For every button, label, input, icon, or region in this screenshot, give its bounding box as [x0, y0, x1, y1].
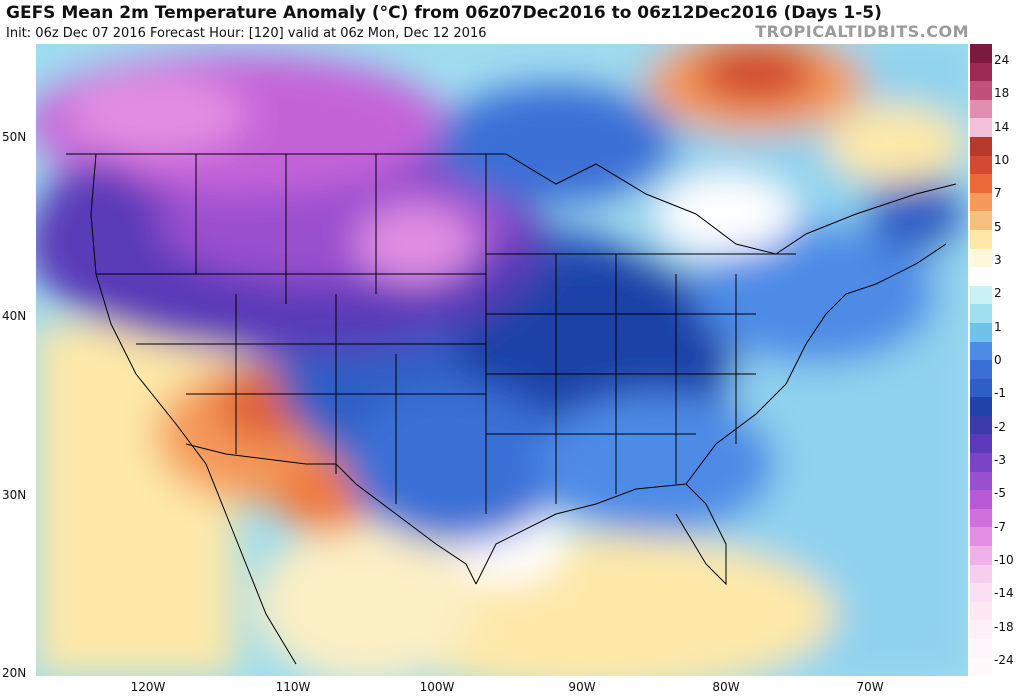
page-title: GEFS Mean 2m Temperature Anomaly (°C) fr…: [6, 3, 882, 23]
colorbar-segment: [970, 397, 992, 416]
colorbar-segment: [970, 192, 992, 212]
colorbar-segment: [970, 155, 992, 175]
colorbar-segment: [970, 639, 992, 658]
colorbar-segment: [970, 285, 992, 305]
subtitle: Init: 06z Dec 07 2016 Forecast Hour: [12…: [6, 26, 487, 41]
colorbar-segment: [970, 583, 992, 602]
lat-label-30n: 30N: [2, 488, 27, 502]
colorbar-labels: 24 18 14 10 7 5 3 2 1 0 -1 -2 -3 -5 -7 -10 -14 -18 -24: [994, 44, 1024, 676]
colorbar-segment: [970, 471, 992, 491]
colorbar-segment: [970, 360, 992, 379]
lon-label-120w: 120W: [130, 680, 166, 694]
colorbar-label: -3: [994, 453, 1006, 467]
colorbar-segment: [970, 434, 992, 454]
lon-label-90w: 90W: [568, 680, 596, 694]
colorbar-segment: [970, 118, 992, 137]
lon-label-100w: 100W: [419, 680, 455, 694]
colorbar-segment: [970, 490, 992, 509]
colorbar-label: -18: [994, 619, 1014, 634]
colorbar-segment: [970, 99, 992, 119]
colorbar-label: -7: [994, 519, 1006, 534]
colorbar-label: 5: [994, 219, 1002, 234]
colorbar-segment: [970, 601, 992, 621]
colorbar-label: 2: [994, 286, 1002, 301]
colorbar-label: -2: [994, 419, 1006, 434]
colorbar-segment: [970, 44, 992, 63]
brand-logo: TROPICALTIDBITS.COM: [755, 22, 969, 41]
colorbar-segment: [970, 81, 992, 100]
colorbar: [970, 44, 992, 677]
colorbar-segment: [970, 564, 992, 584]
colorbar-label: -14: [994, 586, 1014, 601]
colorbar-segment: [970, 174, 992, 193]
colorbar-segment: [970, 620, 992, 639]
colorbar-label: 7: [994, 186, 1002, 201]
colorbar-segment: [970, 304, 992, 323]
colorbar-label: 10: [994, 153, 1010, 167]
colorbar-label: 24: [994, 53, 1010, 67]
header: GEFS Mean 2m Temperature Anomaly (°C) fr…: [0, 0, 1024, 44]
colorbar-segment: [970, 62, 992, 82]
lat-label-50n: 50N: [2, 130, 27, 144]
colorbar-segment: [970, 508, 992, 528]
colorbar-label: 0: [994, 353, 1002, 367]
colorbar-segment: [970, 657, 992, 677]
colorbar-segment: [970, 378, 992, 398]
boundaries: [66, 153, 957, 665]
colorbar-label: -5: [994, 486, 1006, 501]
colorbar-segment: [970, 229, 992, 249]
colorbar-segment: [970, 341, 992, 361]
colorbar-segment: [970, 136, 992, 156]
colorbar-label: 3: [994, 253, 1002, 267]
colorbar-label: 14: [994, 119, 1010, 134]
colorbar-label: -10: [994, 553, 1014, 567]
colorbar-label: 1: [994, 319, 1002, 334]
colorbar-segment: [970, 267, 992, 286]
lat-label-20n: 20N: [2, 666, 27, 680]
lon-label-80w: 80W: [712, 680, 740, 694]
lon-label-70w: 70W: [856, 680, 884, 694]
anomaly-field: [36, 44, 968, 676]
lon-label-110w: 110W: [275, 680, 311, 694]
colorbar-segment: [970, 248, 992, 268]
colorbar-label: -24: [994, 653, 1014, 667]
colorbar-label: -1: [994, 386, 1006, 401]
colorbar-segment: [970, 211, 992, 230]
colorbar-segment: [970, 527, 992, 547]
lat-label-40n: 40N: [2, 309, 27, 323]
colorbar-segment: [970, 453, 992, 472]
colorbar-segment: [970, 322, 992, 342]
anomaly-map: [36, 44, 968, 676]
colorbar-label: 18: [994, 86, 1010, 101]
colorbar-segment: [970, 415, 992, 435]
colorbar-segment: [970, 546, 992, 565]
